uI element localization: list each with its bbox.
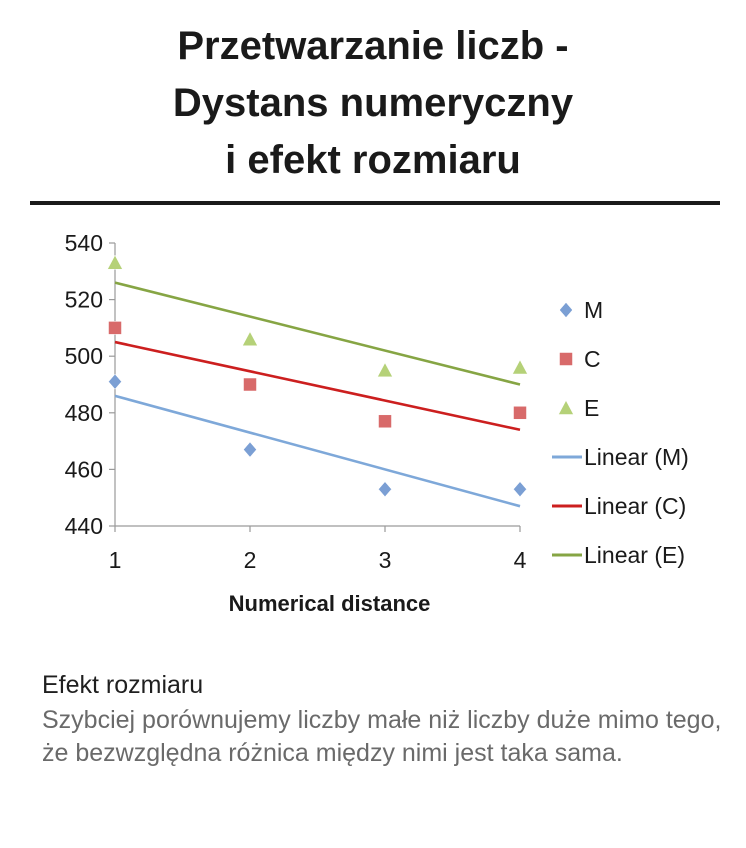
data-point-c — [243, 377, 257, 392]
legend-label-e: E — [584, 395, 599, 421]
legend-marker-c — [559, 352, 573, 366]
data-point-c — [513, 406, 527, 420]
data-point-m — [108, 373, 122, 390]
data-point-m — [378, 481, 392, 498]
data-point-c — [108, 321, 122, 335]
data-point-c — [378, 414, 392, 429]
title-line-2: Dystans numeryczny — [172, 81, 574, 125]
data-point-e — [242, 331, 258, 346]
title-line-3: i efekt rozmiaru — [225, 138, 521, 182]
legend-label-trend-0: Linear (M) — [584, 444, 689, 470]
caption-heading: Efekt rozmiaru — [42, 671, 204, 699]
caption-body: Szybciej porównujemy liczby małe niż lic… — [42, 706, 722, 767]
caption: Efekt rozmiaru Szybciej porównujemy licz… — [42, 668, 722, 770]
y-tick-label: 500 — [65, 343, 103, 369]
trendline-0 — [114, 394, 521, 508]
x-tick-label: 1 — [109, 547, 122, 573]
legend-marker-e — [558, 399, 574, 415]
title-divider — [30, 201, 720, 205]
x-tick-label: 2 — [244, 547, 257, 573]
x-axis-title: Numerical distance — [229, 591, 431, 616]
data-point-e — [377, 362, 393, 378]
data-point-e — [107, 254, 123, 270]
trendline-1 — [114, 340, 521, 432]
legend-label-c: C — [584, 346, 601, 372]
chart-container: 440 460 480 500 520 540 1 2 3 4 Numerical distance… — [20, 218, 730, 638]
data-point-m — [513, 481, 527, 498]
legend-marker-m — [559, 302, 573, 318]
x-tick-label: 3 — [379, 547, 392, 573]
y-tick-label: 460 — [65, 456, 103, 482]
legend-label-trend-2: Linear (E) — [584, 542, 685, 568]
trendline-2 — [114, 281, 521, 386]
title-line-1: Przetwarzanie liczb - — [177, 24, 569, 68]
legend-label-m: M — [584, 297, 603, 323]
page-title: Przetwarzanie liczb - Dystans numeryczny… — [0, 18, 746, 189]
x-tick-label: 4 — [514, 547, 527, 573]
y-tick-label: 540 — [65, 230, 103, 256]
y-tick-label: 440 — [65, 513, 103, 539]
data-point-e — [512, 359, 528, 375]
scatter-chart: 440 460 480 500 520 540 1 2 3 4 Numerical distance… — [65, 230, 689, 616]
y-tick-label: 480 — [65, 400, 103, 426]
data-point-m — [243, 441, 257, 458]
legend-label-trend-1: Linear (C) — [584, 493, 686, 519]
y-tick-label: 520 — [65, 287, 103, 313]
